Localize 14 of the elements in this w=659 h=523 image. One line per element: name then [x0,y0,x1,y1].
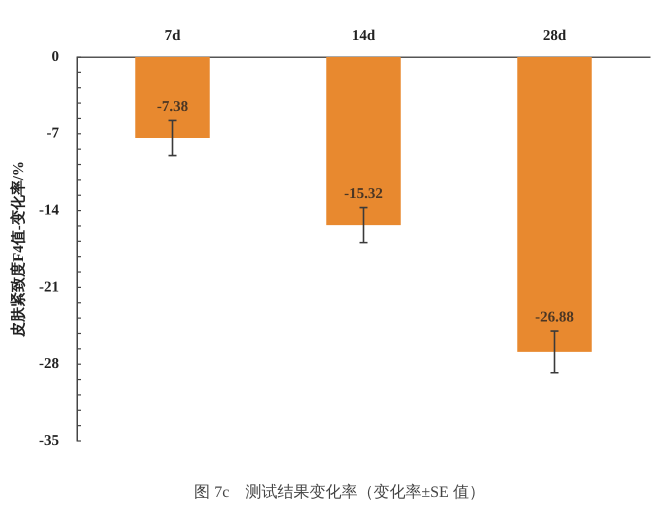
x-tick-label: 7d [164,28,182,44]
y-tick-label: -7 [46,126,60,142]
data-label: -26.88 [535,309,574,326]
y-tick-label: -21 [39,279,59,296]
caption: 图 7c 测试结果变化率（变化率±SE 值） [193,482,486,503]
x-tick-label: 28d [542,28,567,44]
y-axis-title: 皮肤紧致度F4值-变化率/% [8,161,27,338]
x-tick-label: 14d [352,28,376,44]
data-label: -7.38 [156,98,188,115]
data-label: -15.32 [344,186,383,202]
y-tick-label: -28 [39,356,59,372]
y-tick-label: -14 [39,202,60,218]
y-tick-label: 0 [52,48,59,65]
y-tick-label: -35 [39,432,59,449]
